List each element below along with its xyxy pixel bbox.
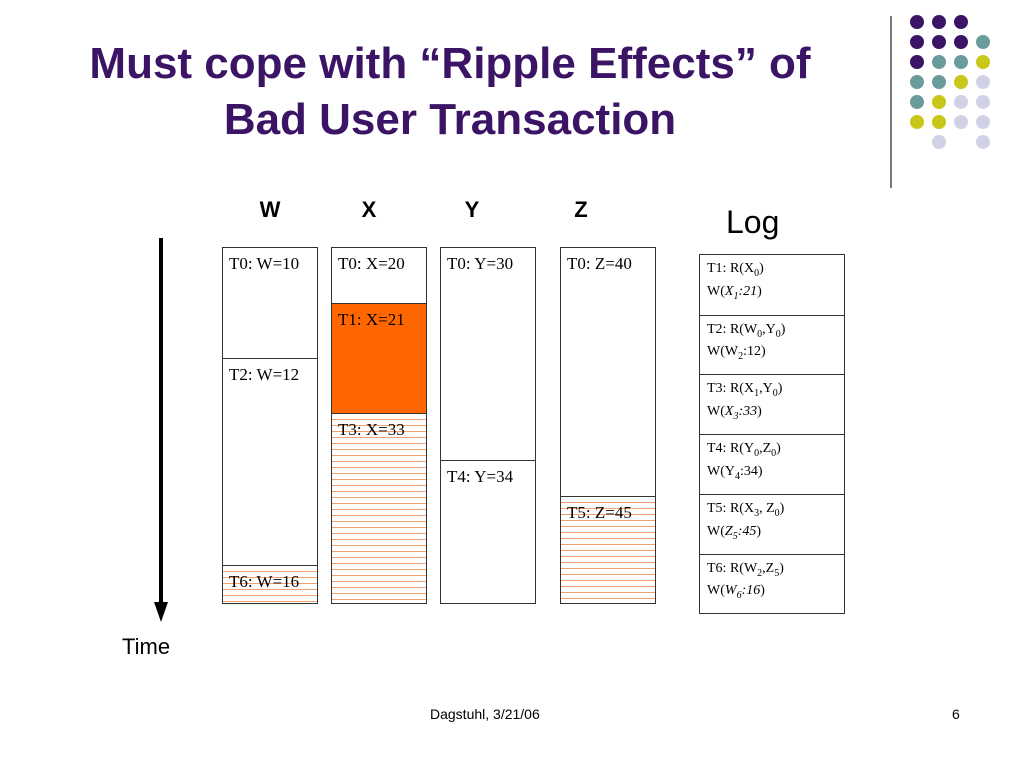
column-header: W: [259, 197, 281, 222]
value-version-label: T4: Y=34: [447, 467, 514, 486]
decorative-dot: [932, 95, 946, 109]
time-arrow: [154, 238, 168, 622]
log-write-op: W(Y4:34): [707, 463, 763, 482]
value-version-cell: T0: Z=40: [561, 248, 655, 496]
value-version-cell: T1: X=21: [332, 303, 426, 413]
value-version-cell: T2: W=12: [223, 358, 317, 565]
value-version-label: T0: X=20: [338, 254, 405, 273]
decorative-dot: [976, 95, 990, 109]
decorative-dot: [910, 35, 924, 49]
decorative-dot: [976, 35, 990, 49]
decorative-divider: [890, 16, 892, 188]
data-item-column: T0: W=10 T2: W=12 T6: W=16: [222, 247, 318, 604]
data-item-column: T0: X=20 T1: X=21 T3: X=33: [331, 247, 427, 604]
log-read-op: T1: R(X0): [707, 261, 764, 279]
footer-text: Dagstuhl, 3/21/06: [430, 706, 540, 722]
title-line-1: Must cope with “Ripple Effects” of: [89, 39, 811, 88]
value-version-label: T3: X=33: [338, 420, 405, 439]
log-write-op: W(Z5:45): [707, 523, 762, 542]
decorative-dot: [932, 115, 946, 129]
value-version-cell: T6: W=16: [223, 565, 317, 603]
log-box: T1: R(X0) W(X1:21) T2: R(W0,Y0) W(W2:12) T3:…: [699, 254, 845, 614]
log-read-op: T4: R(Y0,Z0): [707, 441, 781, 459]
log-entry: T1: R(X0) W(X1:21): [700, 255, 844, 315]
log-write-op: W(X3:33): [707, 404, 762, 422]
column-header: X: [361, 197, 377, 222]
decorative-dot: [932, 135, 946, 149]
decorative-dot: [932, 75, 946, 89]
decorative-dot: [932, 55, 946, 69]
decorative-dot: [954, 15, 968, 29]
decorative-dot: [910, 95, 924, 109]
value-version-label: T0: Y=30: [447, 254, 514, 273]
decorative-dot: [954, 75, 968, 89]
value-version-label: T0: W=10: [229, 254, 300, 273]
column-header: Y: [464, 197, 480, 222]
decorative-dot: [976, 135, 990, 149]
data-item-column: T0: Y=30 T4: Y=34: [440, 247, 536, 604]
value-version-cell: T5: Z=45: [561, 496, 655, 603]
value-version-cell: T0: W=10: [223, 248, 317, 358]
decorative-dot: [910, 75, 924, 89]
log-title: Log: [726, 204, 780, 240]
decorative-dot: [910, 115, 924, 129]
value-version-label: T2: W=12: [229, 365, 300, 384]
log-write-op: W(X1:21): [707, 283, 762, 302]
decorative-dot: [910, 15, 924, 29]
decorative-dot: [910, 55, 924, 69]
decorative-dot: [976, 55, 990, 69]
value-version-label: T0: Z=40: [567, 254, 632, 273]
value-version-cell: T0: X=20: [332, 248, 426, 303]
value-version-cell: T0: Y=30: [441, 248, 535, 460]
page-number: 6: [952, 706, 960, 722]
decorative-dot: [954, 115, 968, 129]
log-entry: T4: R(Y0,Z0) W(Y4:34): [700, 434, 844, 494]
log-read-op: T3: R(X1,Y0): [707, 381, 783, 400]
value-version-label: T6: W=16: [229, 572, 300, 591]
log-entry: T5: R(X3, Z0) W(Z5:45): [700, 493, 844, 554]
log-write-op: W(W6:16): [707, 583, 765, 602]
value-version-cell: T3: X=33: [332, 413, 426, 603]
value-version-label: T1: X=21: [338, 310, 405, 329]
data-item-column: T0: Z=40 T5: Z=45: [560, 247, 656, 604]
log-entry: T6: R(W2,Z5) W(W6:16): [700, 553, 844, 614]
column-header: Z: [574, 197, 588, 222]
log-read-op: T5: R(X3, Z0): [707, 500, 785, 519]
value-version-cell: T4: Y=34: [441, 460, 535, 603]
log-entry: T3: R(X1,Y0) W(X3:33): [700, 374, 844, 434]
decorative-dot: [932, 35, 946, 49]
decorative-dot: [954, 35, 968, 49]
log-entry: T2: R(W0,Y0) W(W2:12): [700, 314, 844, 375]
decorative-dot: [976, 75, 990, 89]
log-read-op: T2: R(W0,Y0): [707, 321, 786, 340]
title-line-2: Bad User Transaction: [223, 95, 677, 144]
value-version-label: T5: Z=45: [567, 503, 632, 522]
decorative-dot: [954, 55, 968, 69]
log-write-op: W(W2:12): [707, 344, 766, 363]
decorative-dot: [976, 115, 990, 129]
time-label: Time: [122, 634, 171, 659]
slide-title: Must cope with “Ripple Effects” of Bad U…: [20, 36, 880, 148]
log-read-op: T6: R(W2,Z5): [707, 560, 784, 579]
decorative-dot: [954, 95, 968, 109]
decorative-dot: [932, 15, 946, 29]
